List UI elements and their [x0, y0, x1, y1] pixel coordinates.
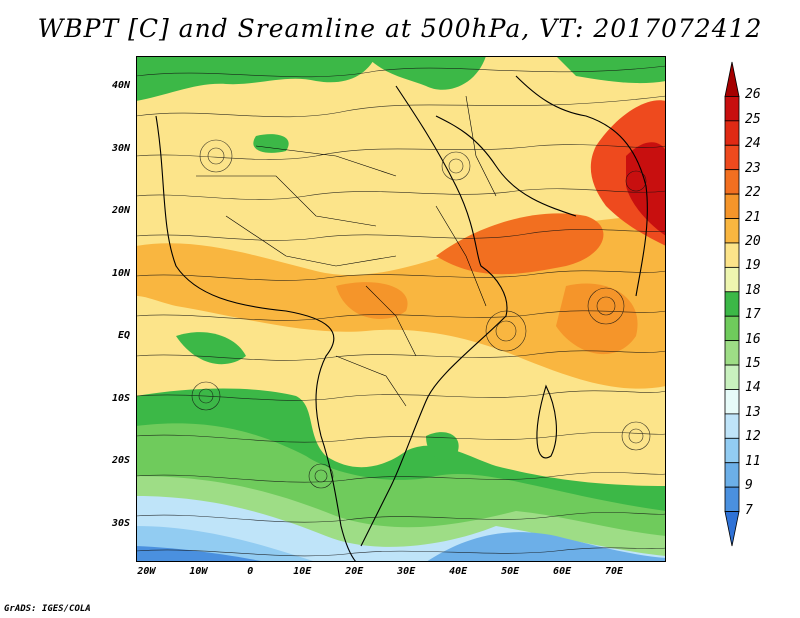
- colorbar-label: 16: [745, 331, 761, 347]
- colorbar-swatch: [724, 218, 740, 244]
- colorbar-label: 7: [745, 502, 753, 518]
- lat-tick-label: 20N: [111, 205, 130, 217]
- colorbar-label: 19: [745, 258, 761, 274]
- coastlines: [155, 75, 648, 562]
- lon-tick-label: 40E: [449, 566, 468, 577]
- lon-tick-label: 60E: [553, 566, 572, 577]
- colorbar-label: 18: [745, 282, 761, 298]
- colorbar-label: 23: [745, 160, 761, 176]
- colorbar-swatch: [724, 462, 740, 488]
- colorbar-swatch: [724, 486, 740, 512]
- lat-tick-label: 40N: [111, 80, 130, 92]
- lon-tick-label: 70E: [605, 566, 624, 577]
- colorbar-swatch: [724, 291, 740, 317]
- colorbar-label: 24: [745, 136, 761, 152]
- colorbar-swatch: [724, 315, 740, 342]
- colorbar-label: 20: [745, 233, 761, 249]
- lat-tick-label: 30S: [111, 517, 130, 529]
- colorbar-swatch: [724, 389, 740, 415]
- colorbar-label: 13: [745, 404, 761, 420]
- colorbar-label: 22: [745, 185, 761, 201]
- colorbar-swatch: [724, 96, 740, 122]
- colorbar-label: 14: [745, 380, 761, 396]
- lon-tick-label: 0: [247, 566, 254, 577]
- lat-tick-label: 30N: [111, 142, 130, 154]
- colorbar-swatch: [724, 242, 740, 268]
- streamlines: [136, 65, 666, 557]
- colorbar-label: 17: [745, 307, 761, 323]
- colorbar-label: 9: [745, 478, 753, 494]
- colorbar-swatch: [724, 193, 740, 219]
- map-plot-area: [136, 56, 666, 562]
- colorbar-label: 11: [745, 453, 761, 469]
- lon-tick-label: 30E: [397, 566, 416, 577]
- footer-credit: GrADS: IGES/COLA: [4, 604, 91, 614]
- lat-tick-label: 10N: [111, 267, 130, 279]
- map-title: WBPT [C] and Sreamline at 500hPa, VT: 20…: [37, 14, 763, 43]
- color-legend: [717, 60, 777, 560]
- colorbar-swatch: [724, 169, 740, 195]
- lat-tick-label: 10S: [111, 392, 130, 404]
- colorbar-swatch: [724, 266, 740, 293]
- lon-tick-label: 10W: [189, 566, 208, 577]
- lon-tick-label: 20E: [345, 566, 364, 577]
- colorbar-label: 15: [745, 356, 761, 372]
- lat-tick-label: 20S: [111, 455, 130, 467]
- colorbar-swatch: [724, 340, 740, 366]
- lat-tick-label: EQ: [117, 330, 130, 342]
- country-borders: [196, 95, 497, 407]
- lon-tick-label: 20W: [137, 566, 156, 577]
- colorbar-label: 12: [745, 429, 761, 445]
- colorbar-swatch: [724, 511, 740, 547]
- colorbar-label: 26: [745, 87, 761, 103]
- lon-tick-label: 10E: [293, 566, 312, 577]
- colorbar-swatch: [724, 413, 740, 439]
- colorbar-label: 21: [745, 209, 761, 225]
- colorbar-swatch: [724, 61, 740, 97]
- colorbar-label: 25: [745, 111, 761, 127]
- colorbar-swatch: [724, 120, 740, 146]
- colorbar-swatch: [724, 437, 740, 464]
- colorbar-swatch: [724, 364, 740, 390]
- lon-tick-label: 50E: [501, 566, 520, 577]
- temperature-shading: [136, 56, 666, 562]
- colorbar-swatch: [724, 144, 740, 171]
